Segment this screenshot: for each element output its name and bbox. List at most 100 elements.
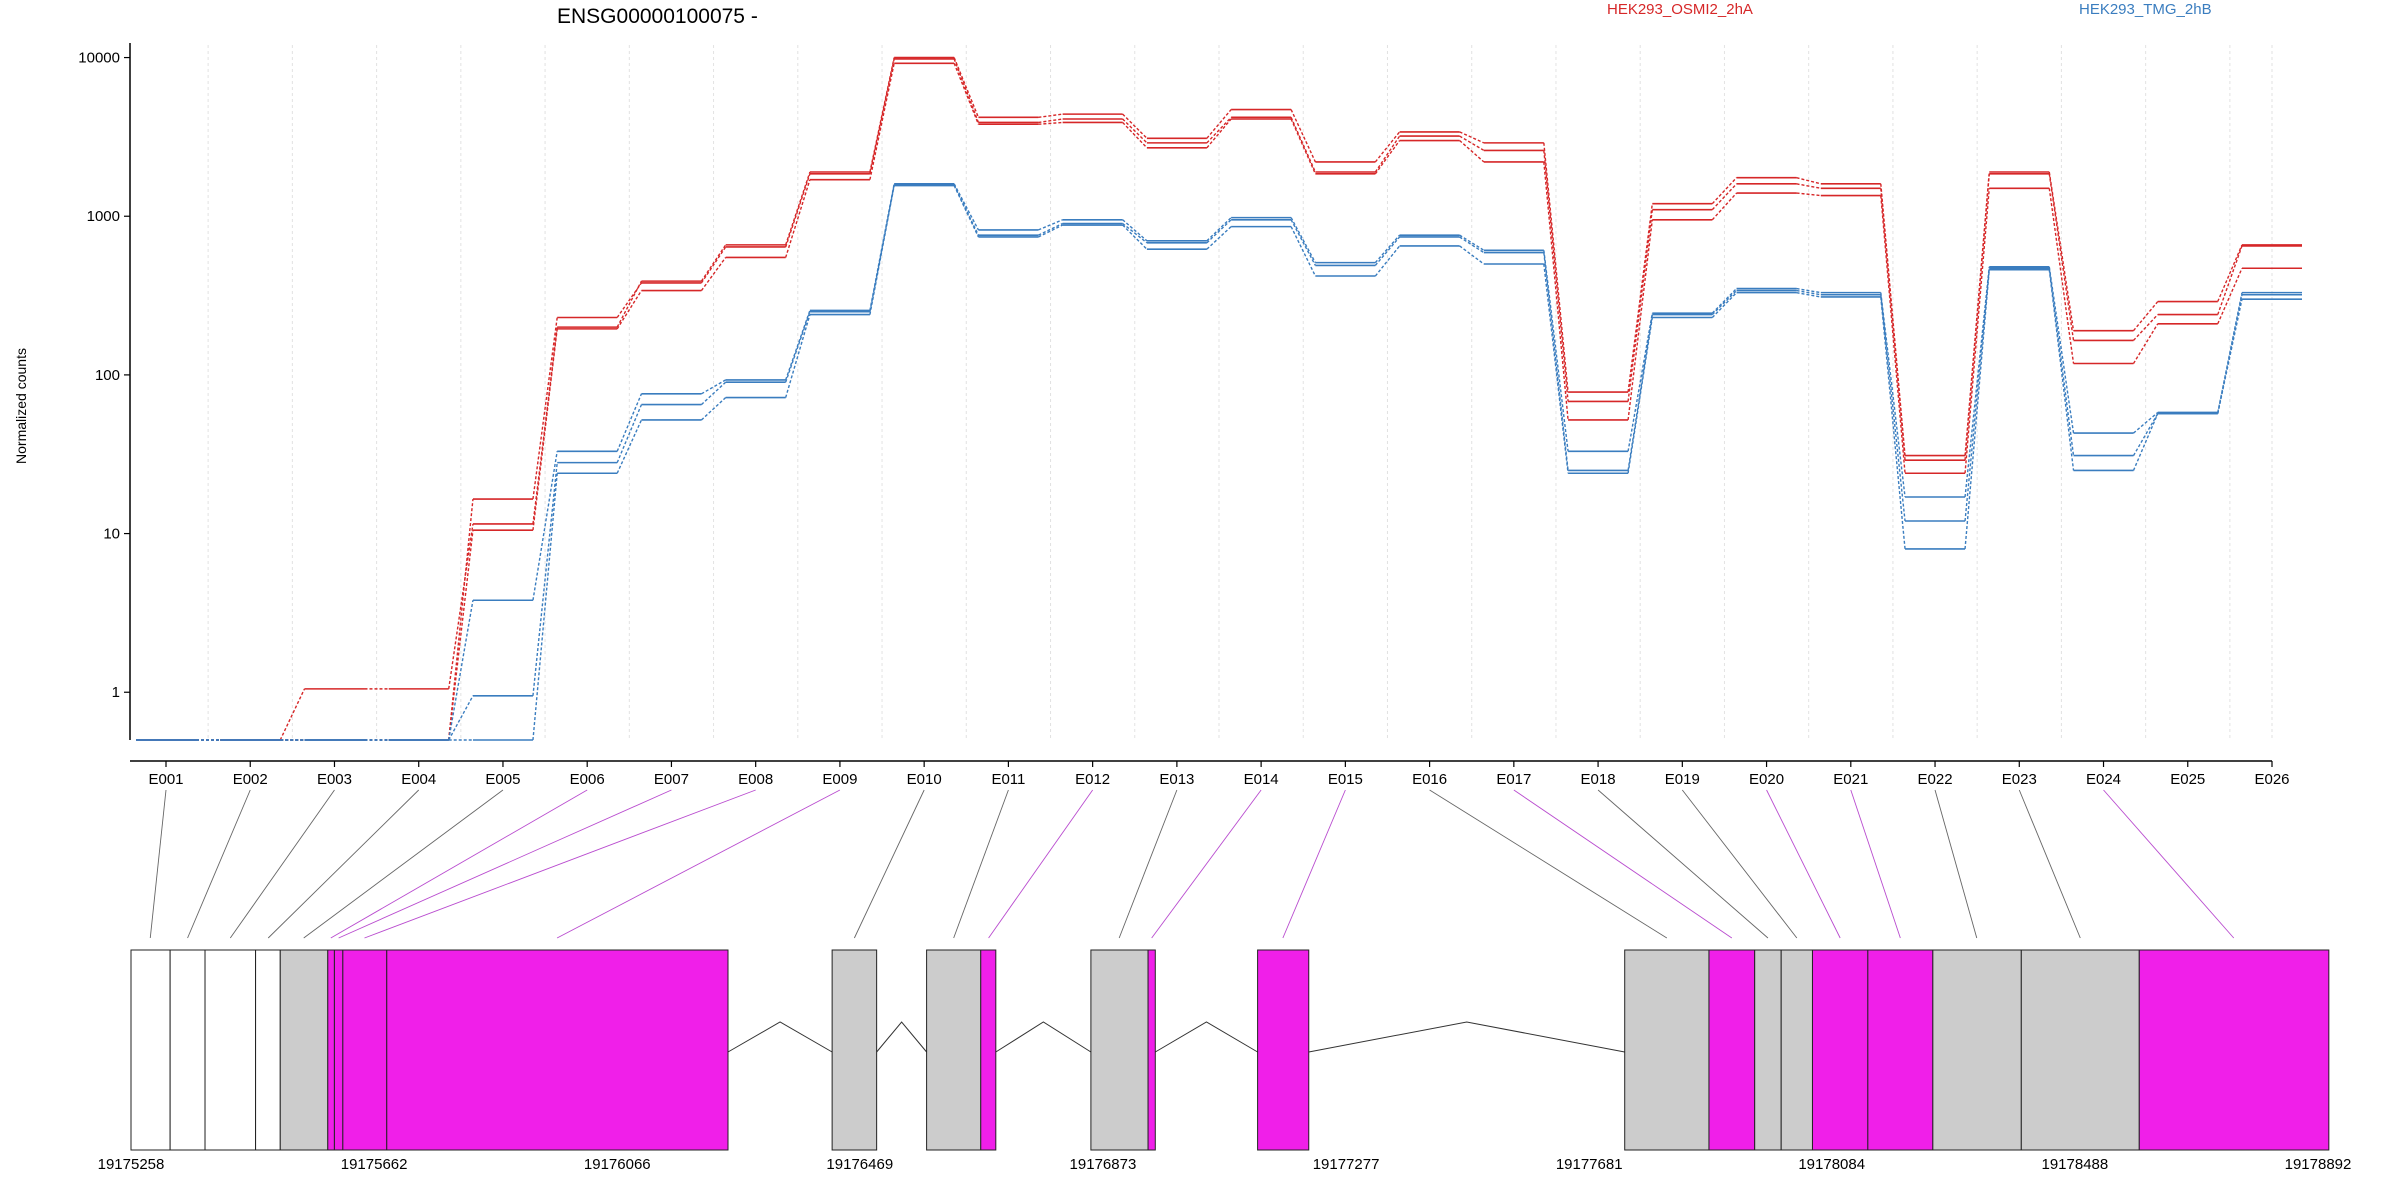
connector-line <box>187 789 251 939</box>
genomic-tick-label: 19178892 <box>2285 1156 2352 1173</box>
y-axis-label: Normalized counts <box>13 348 29 464</box>
x-tick-label: E010 <box>907 771 942 788</box>
connector-line <box>2103 789 2235 939</box>
connector-line <box>1151 789 1262 939</box>
transition-segment <box>1711 177 1738 205</box>
transition-segment <box>1122 222 1148 244</box>
exon-box <box>169 949 206 1151</box>
transition-segment <box>1796 192 1821 197</box>
connector-line <box>2018 789 2081 939</box>
transition-segment <box>1290 226 1316 277</box>
transition-segment <box>1038 113 1063 119</box>
exon-box <box>980 949 997 1151</box>
transition-segment <box>700 244 727 282</box>
x-tick-label: E002 <box>233 771 268 788</box>
connector-line <box>229 789 335 939</box>
exon-box <box>1624 949 1710 1151</box>
x-tick-label: E001 <box>148 771 183 788</box>
x-tick-label: E023 <box>2002 771 2037 788</box>
transition-segment <box>1543 142 1569 393</box>
exon-box <box>1147 949 1156 1151</box>
x-tick-label: E022 <box>1918 771 1953 788</box>
transition-segment <box>2217 299 2243 414</box>
transition-segment <box>1964 269 1990 550</box>
transition-segment <box>700 381 727 406</box>
transition-segment <box>1796 291 1821 298</box>
exon-box <box>2020 949 2140 1151</box>
transition-segment <box>953 63 980 125</box>
x-tick-label: E021 <box>1833 771 1868 788</box>
transition-segment <box>2132 323 2159 364</box>
connector-line <box>1766 789 1841 939</box>
transition-segment <box>1543 250 1569 452</box>
transition-segment <box>1374 135 1401 173</box>
exon-box <box>1867 949 1934 1151</box>
transition-segment <box>532 462 558 696</box>
connector-line <box>149 789 167 939</box>
connector-line <box>303 789 504 939</box>
axes: 1 10 100 1000 10000 E001 E002 E003 E004 E005 E006 E… <box>78 43 2290 788</box>
intron-line <box>727 1021 833 1053</box>
connector-line <box>853 789 925 939</box>
exon-box <box>1932 949 2022 1151</box>
transition-segment <box>1880 292 1906 498</box>
transition-segment <box>1038 118 1063 124</box>
series <box>136 184 2302 741</box>
transition-segment <box>785 171 811 246</box>
transition-segment <box>2048 266 2075 434</box>
transition-segment <box>1459 245 1485 265</box>
transition-segment <box>616 280 643 328</box>
transition-segment <box>448 530 474 741</box>
exon-box <box>2138 949 2330 1151</box>
y-tick-label: 10000 <box>78 50 120 67</box>
transition-segment <box>1627 314 1654 471</box>
exon-box <box>342 949 388 1151</box>
x-tick-label: E008 <box>738 771 773 788</box>
x-tick-label: E004 <box>401 771 436 788</box>
transition-segment <box>2132 413 2159 471</box>
transition-segment <box>1711 292 1738 318</box>
transition-segment <box>2133 411 2159 434</box>
transition-segment <box>1543 161 1569 421</box>
transition-segment <box>2048 171 2075 331</box>
transition-segment <box>953 185 980 238</box>
transition-segment <box>2048 173 2075 341</box>
transition-segment <box>1880 195 1906 474</box>
connector-line <box>1282 789 1346 939</box>
transition-segment <box>1459 131 1485 144</box>
exon-box <box>386 949 729 1151</box>
transition-segment <box>1711 290 1738 316</box>
count-lines <box>136 56 2302 741</box>
transition-segment <box>2132 413 2159 456</box>
vertical-gridlines <box>207 45 2273 740</box>
x-tick-label: E003 <box>317 771 352 788</box>
transition-segment <box>1796 176 1821 185</box>
transition-segment <box>1627 317 1654 474</box>
connector-line <box>1513 789 1733 939</box>
intron-line <box>1155 1021 1258 1053</box>
transition-segment <box>1374 236 1401 266</box>
exon-box <box>333 949 344 1151</box>
exon-box <box>327 949 335 1151</box>
transition-segment <box>1038 121 1063 125</box>
exon-box <box>1708 949 1756 1151</box>
transition-segment <box>1711 288 1738 314</box>
x-tick-label: E017 <box>1496 771 1531 788</box>
transition-segment <box>2048 269 2075 471</box>
x-tick-label: E020 <box>1749 771 1784 788</box>
transition-segment <box>2048 188 2075 364</box>
transition-segment <box>785 314 811 398</box>
exon-box <box>1090 949 1149 1151</box>
transition-segment <box>1964 188 1990 474</box>
transition-segment <box>1796 183 1821 189</box>
transition-segment <box>1374 140 1401 175</box>
series <box>136 56 2302 741</box>
transition-segment <box>869 58 895 174</box>
transition-segment <box>1374 131 1401 163</box>
transition-segment <box>785 311 811 383</box>
transition-segment <box>1374 245 1401 277</box>
x-tick-label: E011 <box>991 771 1025 788</box>
x-tick-label: E012 <box>1075 771 1110 788</box>
y-tick-label: 1000 <box>87 208 120 225</box>
